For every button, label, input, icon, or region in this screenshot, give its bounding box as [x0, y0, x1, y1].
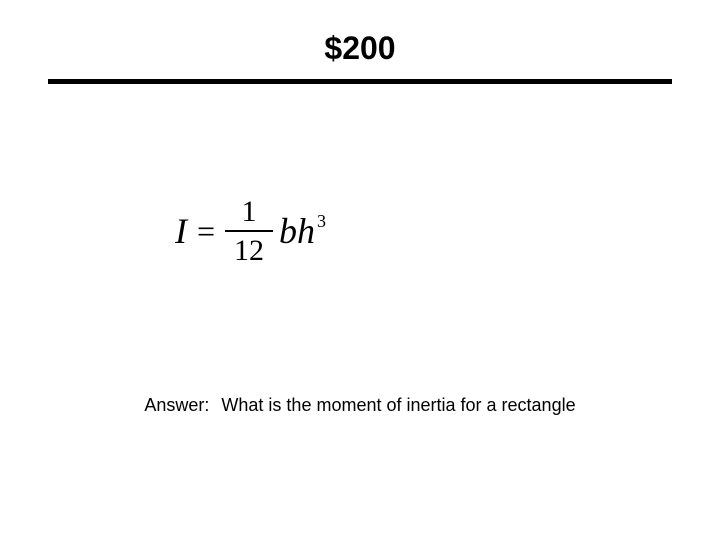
answer-line: Answer: What is the moment of inertia for… [0, 395, 720, 416]
slide-title: $200 [0, 0, 720, 79]
fraction: 1 12 [225, 195, 273, 267]
title-divider [48, 79, 672, 84]
variable-b: b [279, 210, 297, 252]
fraction-bar [225, 230, 273, 232]
exponent-3: 3 [317, 211, 326, 231]
variable-I: I [175, 210, 187, 252]
variable-h: h3 [297, 210, 324, 252]
fraction-denominator: 12 [232, 234, 266, 267]
answer-text: What is the moment of inertia for a rect… [221, 395, 575, 415]
formula: I = 1 12 b h3 [175, 195, 324, 267]
formula-region: I = 1 12 b h3 [175, 195, 324, 267]
equals-sign: = [197, 213, 215, 250]
fraction-numerator: 1 [238, 195, 261, 228]
variable-h-base: h [297, 211, 315, 251]
answer-label: Answer: [144, 395, 209, 415]
